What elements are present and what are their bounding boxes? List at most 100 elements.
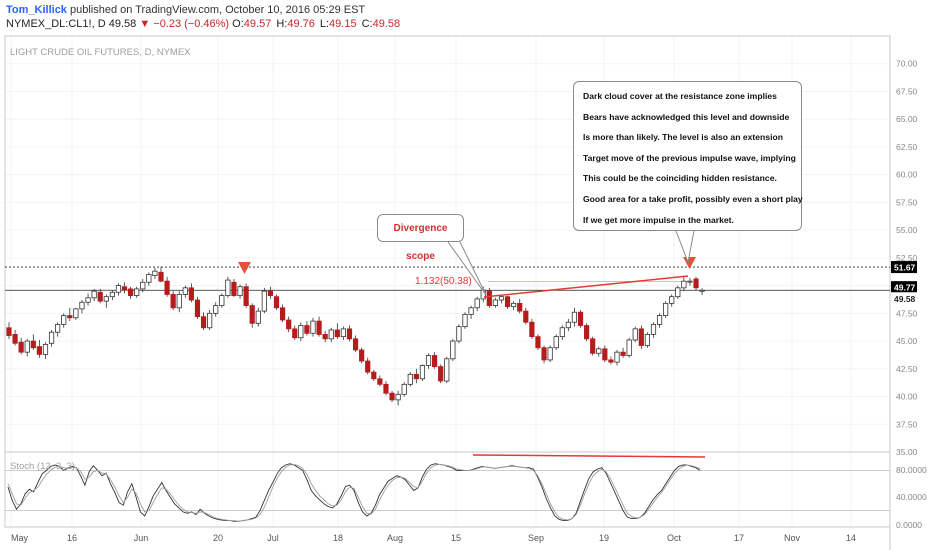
low-value: 49.15 (329, 18, 357, 30)
candle-body (371, 371, 377, 380)
candle (462, 312, 468, 329)
candle-body (577, 311, 584, 326)
candle-body (255, 310, 261, 324)
candle-body (608, 359, 614, 363)
candle-body (571, 311, 578, 323)
stoch-lines (5, 463, 890, 522)
candle-body (182, 287, 188, 295)
stoch-series-1 (7, 463, 701, 522)
candle-body (492, 299, 499, 306)
candle-body (504, 296, 511, 308)
candle-body (559, 327, 565, 338)
note-line: If we get more impulse in the market. (583, 214, 734, 225)
stoch-title: Stoch (12, 3, 3) (10, 461, 75, 472)
candle-body (152, 270, 158, 277)
candle (267, 286, 274, 299)
candle-body (176, 294, 182, 309)
candle-body (681, 280, 687, 289)
price-label-text: 49.77 (894, 283, 916, 293)
candle (584, 323, 590, 342)
close-label: C: (361, 18, 373, 30)
candle (219, 293, 225, 308)
divergence-callout[interactable]: Divergence scope (377, 214, 464, 262)
pane-frames (4, 35, 891, 550)
candle (176, 291, 182, 313)
candle-body (468, 307, 474, 315)
time-tick-label: 17 (734, 533, 744, 543)
candle (73, 307, 79, 320)
candle-body (669, 296, 675, 304)
price-tick-label: 57.50 (896, 197, 918, 207)
candle-body (134, 288, 140, 296)
analysis-note[interactable]: Dark cloud cover at the resistance zone … (573, 81, 803, 231)
price-tick-label: 40.00 (896, 392, 918, 402)
candle (699, 288, 705, 296)
candle-body (97, 291, 103, 302)
candle-body (30, 340, 36, 349)
candle (273, 294, 280, 311)
callout-pointer (447, 241, 487, 296)
candle (511, 301, 517, 311)
candle-body (194, 299, 201, 318)
candle-body (219, 295, 225, 306)
candle (541, 345, 547, 364)
candle (103, 294, 109, 308)
candle (237, 284, 243, 299)
price-label-bg (891, 281, 917, 294)
candle (614, 349, 620, 366)
candle-body (12, 334, 18, 344)
price-tick-label: 60.00 (896, 170, 918, 180)
chart-title: LIGHT CRUDE OIL FUTURES, D, NYMEX (10, 47, 191, 58)
candle (346, 325, 353, 342)
candle (152, 267, 158, 279)
candle-body (650, 324, 657, 335)
publish-line: Tom_Killick published on TradingView.com… (6, 4, 365, 16)
author-link[interactable]: Tom_Killick (6, 4, 67, 16)
candle (596, 346, 602, 357)
candle (85, 293, 91, 306)
candle (553, 334, 559, 350)
candle-body (188, 287, 194, 301)
callout-pointer (675, 230, 695, 264)
candle (115, 283, 122, 296)
candle (675, 285, 681, 299)
candle-body (517, 302, 523, 312)
candle (687, 277, 693, 286)
candle-body (511, 302, 517, 308)
candle (213, 302, 219, 317)
candle (450, 338, 456, 362)
price-axis[interactable]: 35.0037.5040.0042.5045.0047.5050.0052.50… (896, 59, 918, 457)
candle (486, 287, 492, 308)
time-axis[interactable]: May 16 Jun 20 Jul 18 Aug 15 Sep 19 Oct 17 Nov 14 (11, 533, 856, 543)
candle-body (693, 278, 699, 289)
candle-body (298, 325, 304, 339)
candle-body (146, 274, 152, 283)
candle (371, 369, 377, 382)
candle (164, 276, 170, 297)
price-tick-label: 45.00 (896, 336, 918, 346)
candle-body (286, 319, 292, 330)
candle-body (590, 338, 596, 354)
price-tick-label: 52.50 (896, 253, 918, 263)
candle (286, 316, 292, 333)
candle (419, 364, 426, 382)
time-tick-label: Sep (528, 533, 544, 543)
candle (571, 307, 578, 327)
candle-body (55, 324, 61, 333)
candle-body (498, 296, 505, 301)
stoch-series-2 (7, 463, 701, 522)
price-trendline (483, 275, 689, 298)
high-value: 49.76 (287, 18, 315, 30)
price-label-text: 51.67 (894, 263, 916, 273)
time-tick-label: May (11, 533, 29, 543)
horizontal-lines (5, 266, 890, 291)
time-tick-label: 20 (213, 533, 223, 543)
candle-body (243, 286, 249, 306)
candle-body (596, 348, 602, 354)
candle-body (383, 383, 389, 394)
drawings: 1.132(50.38) (238, 230, 706, 458)
candle (504, 295, 511, 309)
candle-body (614, 351, 620, 363)
low-label: L: (319, 18, 330, 30)
candle-body (109, 291, 115, 298)
